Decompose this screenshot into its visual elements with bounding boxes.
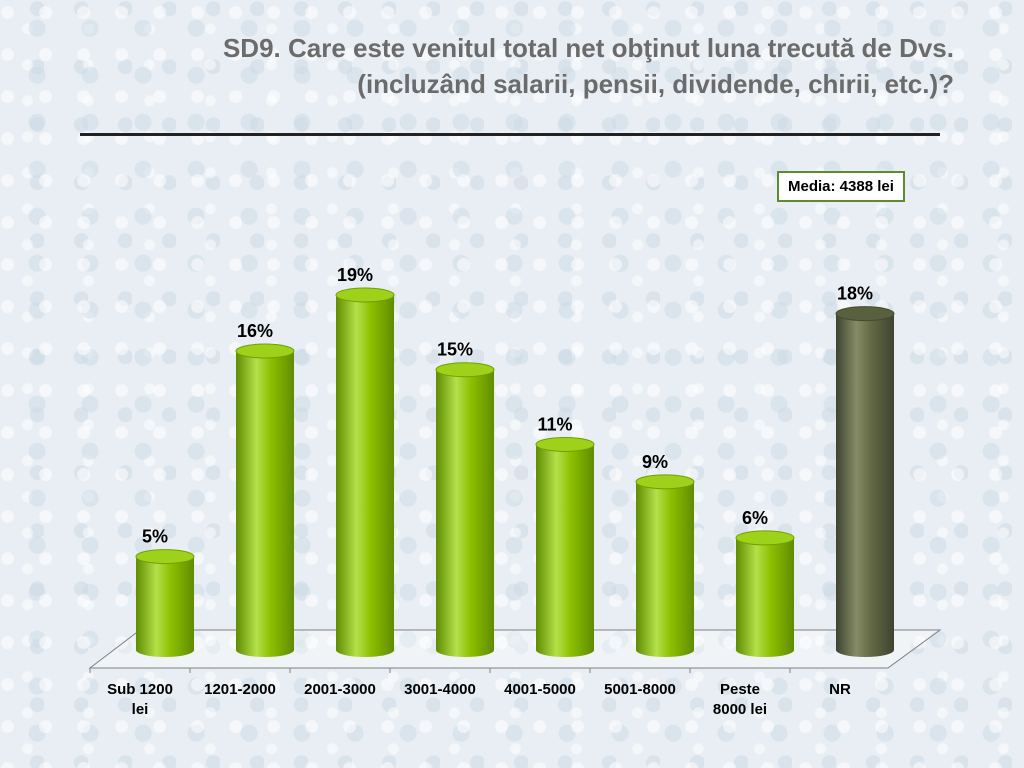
bar-body xyxy=(536,444,594,657)
category-label: NR xyxy=(829,681,851,698)
bar-body xyxy=(836,313,894,657)
bar-top xyxy=(535,436,595,452)
bar-top xyxy=(635,474,695,490)
data-label: 15% xyxy=(437,340,473,360)
bar-top xyxy=(835,306,895,322)
category-label: 4001-5000 xyxy=(504,681,576,698)
bar-body xyxy=(736,537,794,657)
category-label: 8000 lei xyxy=(713,701,767,718)
bar-6 xyxy=(735,530,795,657)
data-label: 5% xyxy=(142,527,168,547)
chart-floor xyxy=(88,629,942,669)
bar-7 xyxy=(835,306,895,657)
bar-4 xyxy=(535,436,595,657)
bar-body xyxy=(236,351,294,657)
bar-top xyxy=(435,362,495,378)
bar-3 xyxy=(435,362,495,657)
bar-body xyxy=(136,556,194,657)
bar-0 xyxy=(135,549,195,657)
data-label: 6% xyxy=(742,508,768,528)
category-label: Peste xyxy=(720,681,760,698)
bar-top xyxy=(235,343,295,359)
category-label: Sub 1200 xyxy=(107,681,173,698)
title-line-2: (incluzând salarii, pensii, dividende, c… xyxy=(357,69,954,99)
title-divider xyxy=(80,133,940,136)
bar-1 xyxy=(235,343,295,657)
title-line-1: SD9. Care este venitul total net obţinut… xyxy=(222,33,954,63)
bar-2 xyxy=(335,287,395,657)
bar-body xyxy=(636,481,694,657)
bar-body xyxy=(336,295,394,657)
data-label: 18% xyxy=(837,284,873,304)
data-label: 11% xyxy=(537,414,572,434)
category-label: 5001-8000 xyxy=(604,681,676,698)
data-label: 16% xyxy=(237,321,273,341)
bar-5 xyxy=(635,474,695,657)
category-label: 1201-2000 xyxy=(204,681,276,698)
category-label: 3001-4000 xyxy=(404,681,476,698)
bar-top xyxy=(135,549,195,565)
category-label: 2001-3000 xyxy=(304,681,376,698)
media-annotation: Media: 4388 lei xyxy=(777,171,905,202)
bar-body xyxy=(436,369,494,657)
category-label: lei xyxy=(132,701,149,718)
bar-top xyxy=(335,287,395,303)
bar-top xyxy=(735,530,795,546)
data-label: 9% xyxy=(642,452,668,472)
chart-title: SD9. Care este venitul total net obţinut… xyxy=(74,30,954,102)
data-label: 19% xyxy=(337,265,373,285)
